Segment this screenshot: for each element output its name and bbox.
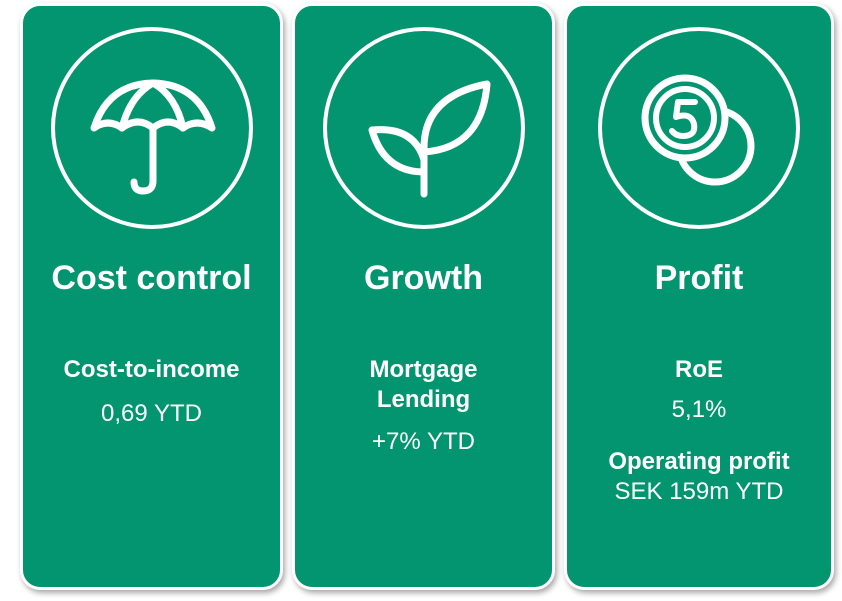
card: Growth Mortgage Lending +7% YTD: [292, 3, 555, 590]
card-title: Growth: [364, 259, 483, 297]
coin-icon: [598, 27, 800, 229]
card: Cost control Cost-to-income 0,69 YTD: [20, 3, 283, 590]
metric-value: 5,1%: [671, 396, 727, 423]
metric: Cost-to-income 0,69 YTD: [23, 355, 280, 429]
metric-value: +7% YTD: [372, 428, 475, 455]
metric-value: 0,69 YTD: [101, 400, 202, 427]
umbrella-icon: [50, 27, 253, 229]
metric-label: RoE: [675, 356, 723, 383]
card: Profit RoE 5,1% Operating profit SEK 159…: [564, 3, 834, 590]
metric: Operating profit SEK 159m YTD: [567, 447, 831, 507]
metric-value: SEK 159m YTD: [614, 478, 784, 505]
metric-label: Mortgage Lending: [369, 356, 478, 413]
metric-label: Operating profit: [608, 448, 790, 475]
sprout-icon: [322, 27, 525, 229]
card-title: Cost control: [51, 259, 252, 297]
metrics: RoE 5,1% Operating profit SEK 159m YTD: [567, 355, 831, 529]
metric: Mortgage Lending +7% YTD: [295, 355, 552, 457]
metrics: Mortgage Lending +7% YTD: [295, 355, 552, 485]
card-title: Profit: [654, 259, 744, 297]
metric: RoE 5,1%: [567, 355, 831, 425]
metric-label: Cost-to-income: [63, 356, 240, 383]
metrics: Cost-to-income 0,69 YTD: [23, 355, 280, 457]
